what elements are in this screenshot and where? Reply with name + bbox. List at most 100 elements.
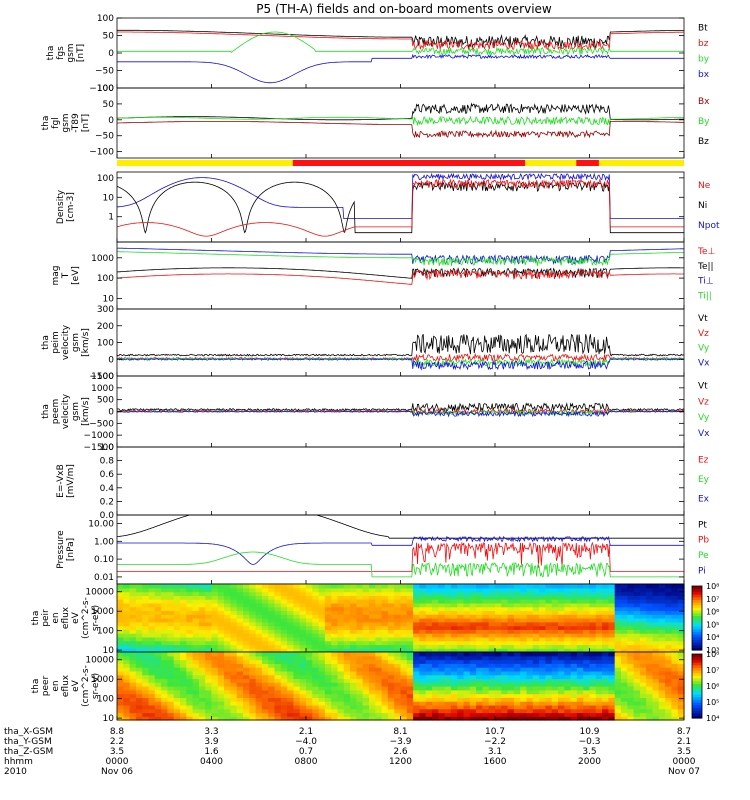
spectrogram-cell — [463, 670, 471, 676]
spectrogram-cell — [564, 584, 572, 589]
spectrogram-cell — [243, 682, 250, 687]
spectrogram-cell — [117, 629, 124, 634]
spectrogram-cell — [526, 602, 534, 608]
spectrogram-cell — [639, 599, 647, 604]
spectrogram-cell — [293, 682, 301, 687]
spectrogram-cell — [658, 708, 666, 714]
spectrogram-cell — [595, 682, 603, 687]
spectrogram-cell — [526, 693, 534, 698]
spectrogram-cell — [148, 602, 156, 608]
spectrogram-cell — [306, 686, 313, 691]
spectrogram-cell — [167, 682, 175, 687]
spectrogram-cell — [621, 618, 628, 623]
spectrogram-cell — [539, 648, 546, 653]
spectrogram-cell — [369, 655, 376, 661]
spectrogram-cell — [595, 674, 603, 680]
spectrogram-cell — [356, 686, 364, 691]
time-axis-row-label: tha_Z-GSM — [4, 747, 53, 757]
spectrogram-cell — [217, 629, 225, 634]
spectrogram-cell — [129, 716, 137, 721]
spectrogram-cell — [161, 689, 168, 695]
spectrogram-cell — [564, 689, 572, 695]
spectrogram-cell — [457, 648, 465, 653]
spectrogram-cell — [343, 652, 351, 657]
legend-label: Vy — [698, 344, 710, 354]
spectrogram-cell — [501, 693, 509, 698]
spectrogram-cell — [148, 678, 156, 683]
spectrogram-cell — [318, 712, 326, 717]
spectrogram-cell — [331, 636, 339, 642]
spectrogram-cell — [255, 618, 263, 623]
spectrogram-cell — [558, 606, 565, 612]
spectrogram-cell — [432, 701, 439, 706]
spectrogram-cell — [406, 655, 414, 661]
spectrogram-cell — [425, 587, 433, 593]
spectrogram-cell — [287, 652, 294, 657]
spectrogram-cell — [639, 618, 647, 623]
spectrogram-cell — [173, 689, 181, 695]
spectrogram-cell — [167, 689, 175, 695]
spectrogram-cell — [482, 704, 490, 710]
spectrogram-cell — [375, 697, 383, 702]
time-axis-value: 10.7 — [485, 727, 505, 737]
spectrogram-cell — [539, 636, 546, 642]
spectrogram-cell — [488, 599, 496, 604]
spectrogram-cell — [432, 686, 439, 691]
spectrogram-cell — [324, 652, 332, 657]
spectrogram-cell — [123, 636, 131, 642]
spectrogram-cell — [658, 712, 666, 717]
spectrogram-cell — [306, 708, 313, 714]
spectrogram-cell — [324, 587, 332, 593]
spectrogram-cell — [142, 629, 150, 634]
spectrogram-cell — [646, 633, 654, 638]
spectrogram-cell — [142, 640, 150, 646]
spectrogram-cell — [350, 618, 357, 623]
spectrogram-cell — [306, 670, 313, 676]
spectrogram-cell — [425, 712, 433, 717]
spectrogram-cell — [331, 614, 339, 619]
spectrogram-cell — [312, 640, 320, 646]
spectrogram-cell — [217, 716, 225, 721]
spectrogram-cell — [306, 659, 313, 664]
spectrogram-cell — [331, 716, 339, 721]
spectrogram-cell — [658, 629, 666, 634]
colorbar-step — [692, 615, 702, 619]
spectrogram-cell — [186, 697, 194, 702]
spectrogram-cell — [167, 663, 175, 668]
spectrogram-cell — [312, 686, 320, 691]
spectrogram-cell — [507, 663, 515, 668]
spectrogram-cell — [205, 693, 213, 698]
spectrogram-cell — [576, 670, 584, 676]
spectrogram-cell — [488, 587, 496, 593]
spectrogram-cell — [501, 701, 509, 706]
spectrogram-cell — [513, 618, 521, 623]
spectrogram-cell — [671, 663, 679, 668]
spectrogram-cell — [602, 595, 609, 600]
y-tick-label: 10000 — [85, 656, 114, 666]
spectrogram-cell — [469, 663, 477, 668]
spectrogram-cell — [180, 602, 187, 608]
spectrogram-cell — [438, 648, 446, 653]
colorbar-step — [692, 628, 702, 632]
spectrogram-cell — [117, 595, 124, 600]
spectrogram-cell — [551, 712, 559, 717]
spectrogram-cell — [646, 644, 654, 649]
spectrogram-cell — [413, 678, 420, 683]
spectrogram-cell — [198, 584, 206, 589]
spectrogram-cell — [602, 659, 609, 664]
spectrogram-cell — [444, 678, 452, 683]
y-axis-label: [km/s] — [81, 397, 91, 426]
spectrogram-cell — [539, 704, 546, 710]
spectrogram-cell — [400, 599, 408, 604]
spectrogram-cell — [406, 621, 414, 627]
spectrogram-cell — [602, 686, 609, 691]
spectrogram-cell — [324, 606, 332, 612]
spectrogram-cell — [217, 678, 225, 683]
spectrogram-cell — [564, 678, 572, 683]
spectrogram-cell — [457, 674, 465, 680]
spectrogram-cell — [261, 697, 269, 702]
spectrogram-cell — [413, 674, 420, 680]
spectrogram-cell — [608, 697, 616, 702]
spectrogram-cell — [154, 640, 162, 646]
spectrogram-cell — [255, 602, 263, 608]
